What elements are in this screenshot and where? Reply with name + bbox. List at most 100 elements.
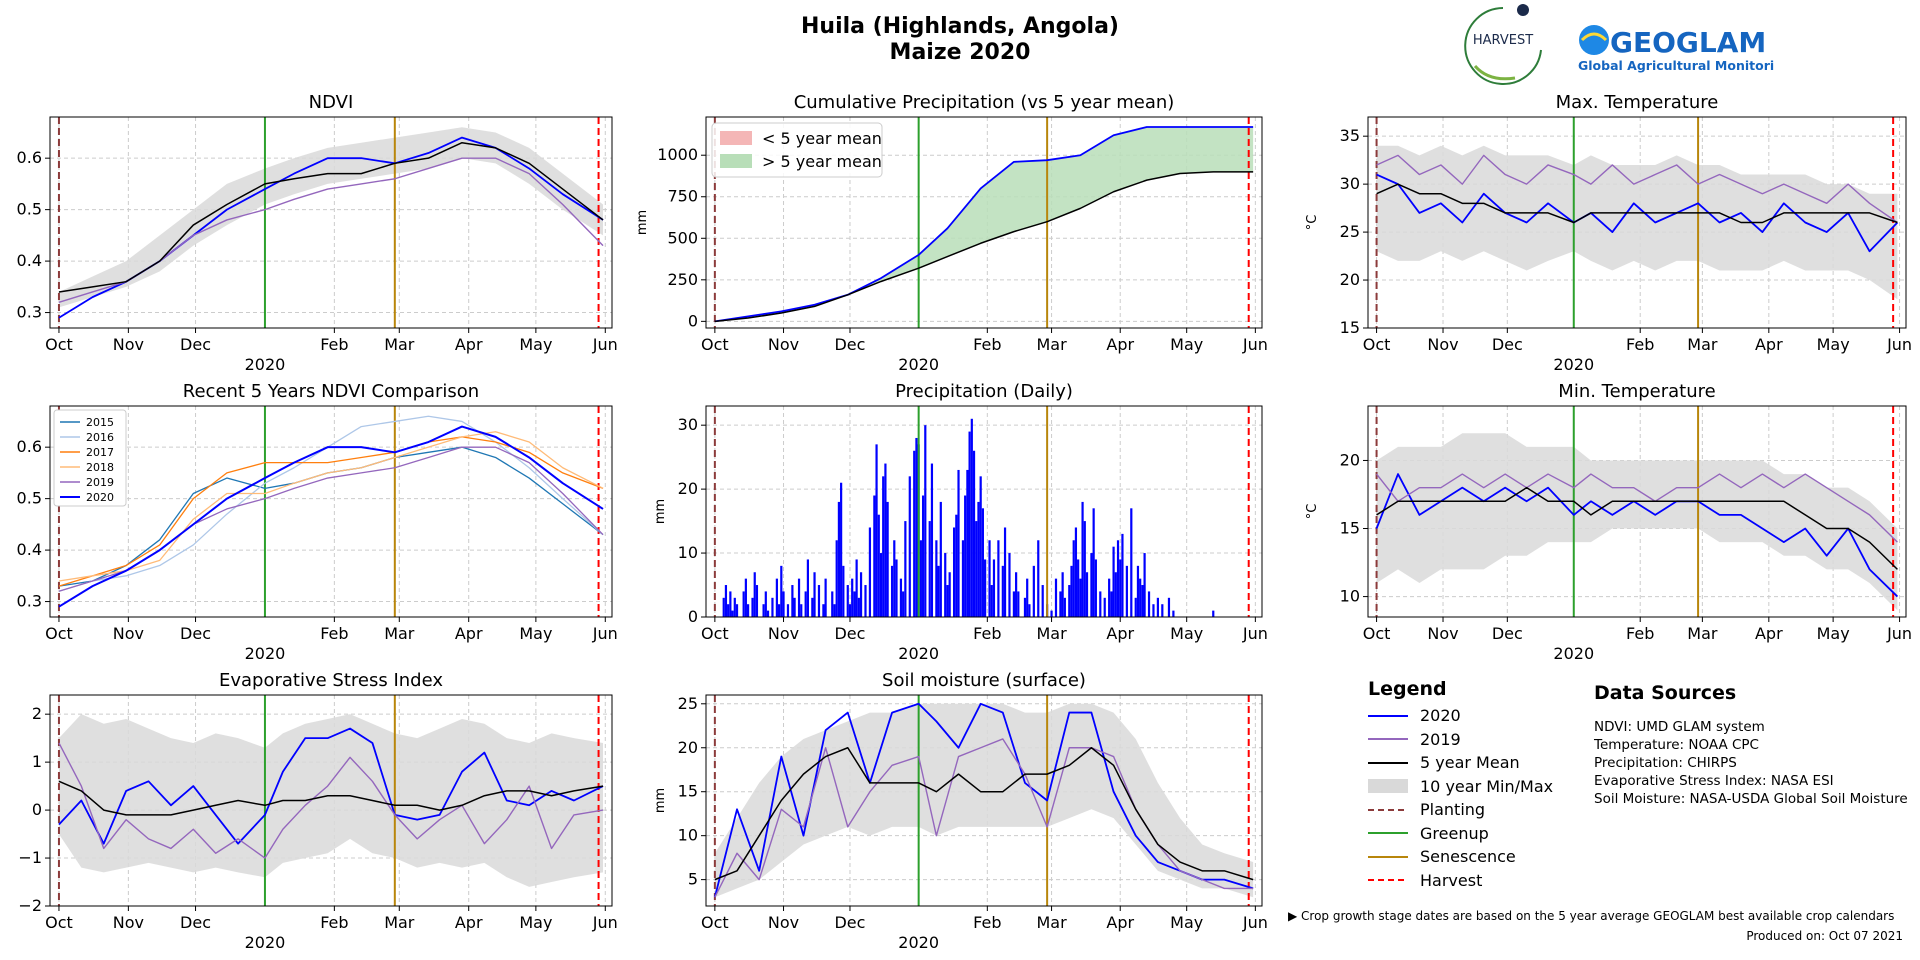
- x-tick-label: May: [519, 913, 552, 932]
- legend-year: 2017: [86, 446, 114, 459]
- chart-maxtemp: Max. Temperature Oct Nov Dec Feb Mar Apr May Jun…: [1305, 92, 1912, 374]
- precip-bar: [1050, 610, 1053, 617]
- precip-bar: [855, 559, 858, 617]
- series-line-2019: [58, 446, 604, 592]
- precip-bar: [915, 437, 918, 617]
- precip-bar: [804, 591, 807, 617]
- x-tick-label: Apr: [1106, 913, 1134, 932]
- precip-bar: [928, 521, 931, 617]
- series-line-5-year-mean: [1376, 183, 1898, 224]
- legend-swatch: [1368, 855, 1408, 858]
- precip-bar: [1079, 578, 1082, 617]
- precip-bar: [727, 604, 730, 617]
- precip-bar: [793, 597, 796, 617]
- precip-bar: [782, 591, 785, 617]
- x-tick-label: May: [519, 335, 552, 354]
- precip-bar: [751, 597, 754, 617]
- legend-below-mean: < 5 year mean: [762, 129, 882, 148]
- precip-bar: [755, 585, 759, 617]
- y-tick-label: 2: [32, 704, 42, 723]
- precip-bar: [875, 444, 878, 617]
- x-year-label: 2020: [245, 644, 286, 663]
- precip-bar: [775, 578, 778, 617]
- legend-swatch: [1368, 879, 1408, 882]
- x-tick-label: Apr: [1106, 335, 1134, 354]
- x-tick-label: Jun: [592, 624, 618, 643]
- x-tick-label: Dec: [834, 335, 865, 354]
- precip-bar: [966, 469, 969, 617]
- x-tick-label: Jun: [1242, 913, 1268, 932]
- precip-bar: [1077, 559, 1080, 617]
- x-tick-label: Jun: [1242, 624, 1268, 643]
- y-tick-label: 15: [1340, 519, 1360, 538]
- precip-bar: [1061, 572, 1064, 617]
- x-tick-label: Dec: [1492, 335, 1523, 354]
- legend-item: 2019: [1368, 728, 1588, 752]
- x-tick-label: Apr: [455, 624, 483, 643]
- y-tick-label: −2: [18, 896, 42, 915]
- x-tick-label: Nov: [113, 335, 144, 354]
- precip-bar: [1167, 597, 1171, 617]
- precip-bar: [930, 463, 934, 617]
- x-tick-label: Apr: [1755, 335, 1783, 354]
- y-tick-label: 10: [678, 826, 698, 845]
- y-tick-label: 35: [1340, 126, 1360, 145]
- legend-item: Senescence: [1368, 845, 1588, 869]
- precip-bar: [1054, 578, 1058, 617]
- series-line-2015: [58, 446, 604, 587]
- legend-swatch: [1368, 761, 1408, 764]
- y-tick-label: 15: [678, 782, 698, 801]
- precip-bar: [1085, 572, 1089, 617]
- x-tick-label: Mar: [384, 624, 415, 643]
- precip-bar: [968, 431, 971, 617]
- x-tick-label: May: [1817, 624, 1850, 643]
- precip-bar: [1081, 501, 1084, 617]
- precip-bar: [992, 559, 996, 617]
- min-max-band: [1376, 145, 1898, 300]
- series-line-5-year-mean: [1376, 486, 1898, 570]
- precip-bar: [961, 540, 965, 617]
- precip-bar: [988, 540, 991, 617]
- x-tick-label: Feb: [320, 624, 348, 643]
- x-tick-label: May: [1817, 335, 1850, 354]
- precip-bar: [919, 540, 922, 617]
- y-tick-label: 0: [688, 607, 698, 626]
- precip-bar: [846, 585, 849, 617]
- x-year-label: 2020: [1553, 644, 1594, 663]
- precip-bar: [873, 495, 876, 617]
- cumprecip-legend: < 5 year mean > 5 year mean: [711, 122, 883, 178]
- page-subtitle: Maize 2020: [889, 40, 1031, 65]
- y-tick-label: 1: [32, 752, 42, 771]
- precip-bar: [729, 591, 732, 617]
- legend: Legend 2020 2019 5 year Mean 10 year Min/Ma…: [1368, 678, 1588, 892]
- x-tick-label: May: [1170, 624, 1203, 643]
- y-tick-label: 250: [667, 270, 698, 289]
- precip-bar: [1094, 559, 1097, 617]
- precip-bar: [868, 527, 872, 617]
- y-tick-label: 1000: [657, 145, 698, 164]
- x-tick-label: Apr: [1106, 624, 1134, 643]
- chart-soil: Soil moisture (surface) Oct Nov Dec Feb Mar Ap…: [653, 670, 1268, 952]
- series-line-2019: [1376, 473, 1898, 543]
- x-tick-label: Jun: [1242, 335, 1268, 354]
- series-line-2017: [58, 436, 604, 587]
- x-tick-label: Oct: [1363, 335, 1391, 354]
- y-axis-label: mm: [653, 788, 668, 813]
- precip-bar: [1116, 540, 1120, 617]
- legend-swatch: [1368, 808, 1408, 811]
- precip-bar: [1003, 527, 1007, 617]
- source-esi: Evaporative Stress Index: NASA ESI: [1594, 773, 1834, 789]
- precip-bar: [890, 565, 894, 617]
- x-tick-label: Mar: [384, 913, 415, 932]
- data-sources: Data Sources NDVI: UMD GLAM system Tempe…: [1594, 682, 1914, 808]
- precip-bar: [1037, 540, 1040, 617]
- y-tick-label: 10: [1340, 587, 1360, 606]
- precip-bar: [762, 604, 765, 617]
- precip-bar: [1134, 597, 1137, 617]
- series-line-2018: [58, 431, 604, 582]
- legend-swatch: [1368, 832, 1408, 835]
- x-year-label: 2020: [898, 644, 939, 663]
- precip-bar: [724, 585, 728, 617]
- chart-esi: Evaporative Stress Index Oct Nov Dec Feb Mar A…: [18, 670, 617, 952]
